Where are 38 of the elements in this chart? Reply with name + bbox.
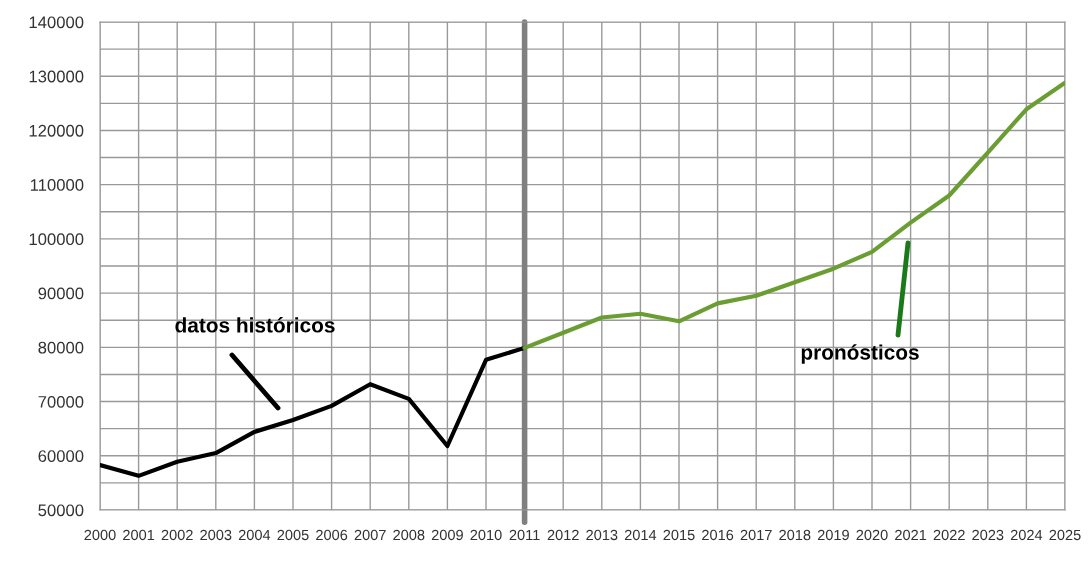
- x-tick-label: 2019: [817, 529, 849, 541]
- x-tick-label: 2000: [84, 529, 116, 541]
- annotation: pronósticos: [801, 344, 919, 364]
- x-tick-label: 2010: [470, 529, 502, 541]
- x-tick-label: 2011: [509, 529, 540, 541]
- x-tick-label: 2007: [354, 529, 386, 541]
- x-tick-label: 2004: [238, 529, 271, 541]
- y-tick-label: 140000: [29, 16, 84, 29]
- y-tick-label: 130000: [29, 70, 84, 83]
- y-tick-label: 60000: [38, 450, 84, 462]
- x-tick-label: 2008: [393, 529, 425, 541]
- x-tick-label: 2018: [779, 529, 811, 541]
- x-tick-label: 2012: [547, 529, 579, 541]
- x-tick-label: 2020: [856, 529, 888, 541]
- annotation: datos históricos: [175, 317, 335, 333]
- y-tick-label: 110000: [30, 179, 84, 191]
- x-tick-label: 2006: [316, 529, 348, 541]
- x-tick-label: 2013: [586, 529, 618, 541]
- x-tick-label: 2003: [200, 529, 232, 541]
- y-tick-label: 100000: [29, 233, 84, 246]
- x-tick-label: 2017: [740, 529, 772, 541]
- x-tick-label: 2023: [972, 529, 1004, 541]
- y-tick-label: 80000: [38, 341, 84, 354]
- x-tick-label: 2009: [431, 529, 463, 541]
- x-tick-label: 2015: [663, 529, 695, 541]
- y-tick-label: 90000: [38, 287, 84, 300]
- y-tick-label: 50000: [38, 504, 84, 517]
- x-tick-label: 2001: [123, 529, 155, 541]
- x-tick-label: 2025: [1049, 529, 1081, 541]
- x-tick-label: 2021: [895, 529, 927, 541]
- x-tick-label: 2002: [161, 529, 193, 541]
- x-tick-label: 2024: [1010, 529, 1043, 541]
- x-tick-label: 2016: [702, 529, 734, 541]
- y-tick-label: 120000: [29, 124, 84, 137]
- y-tick-label: 70000: [38, 395, 84, 408]
- x-tick-label: 2014: [624, 529, 657, 541]
- x-tick-label: 2005: [277, 529, 309, 541]
- x-tick-label: 2022: [933, 529, 965, 541]
